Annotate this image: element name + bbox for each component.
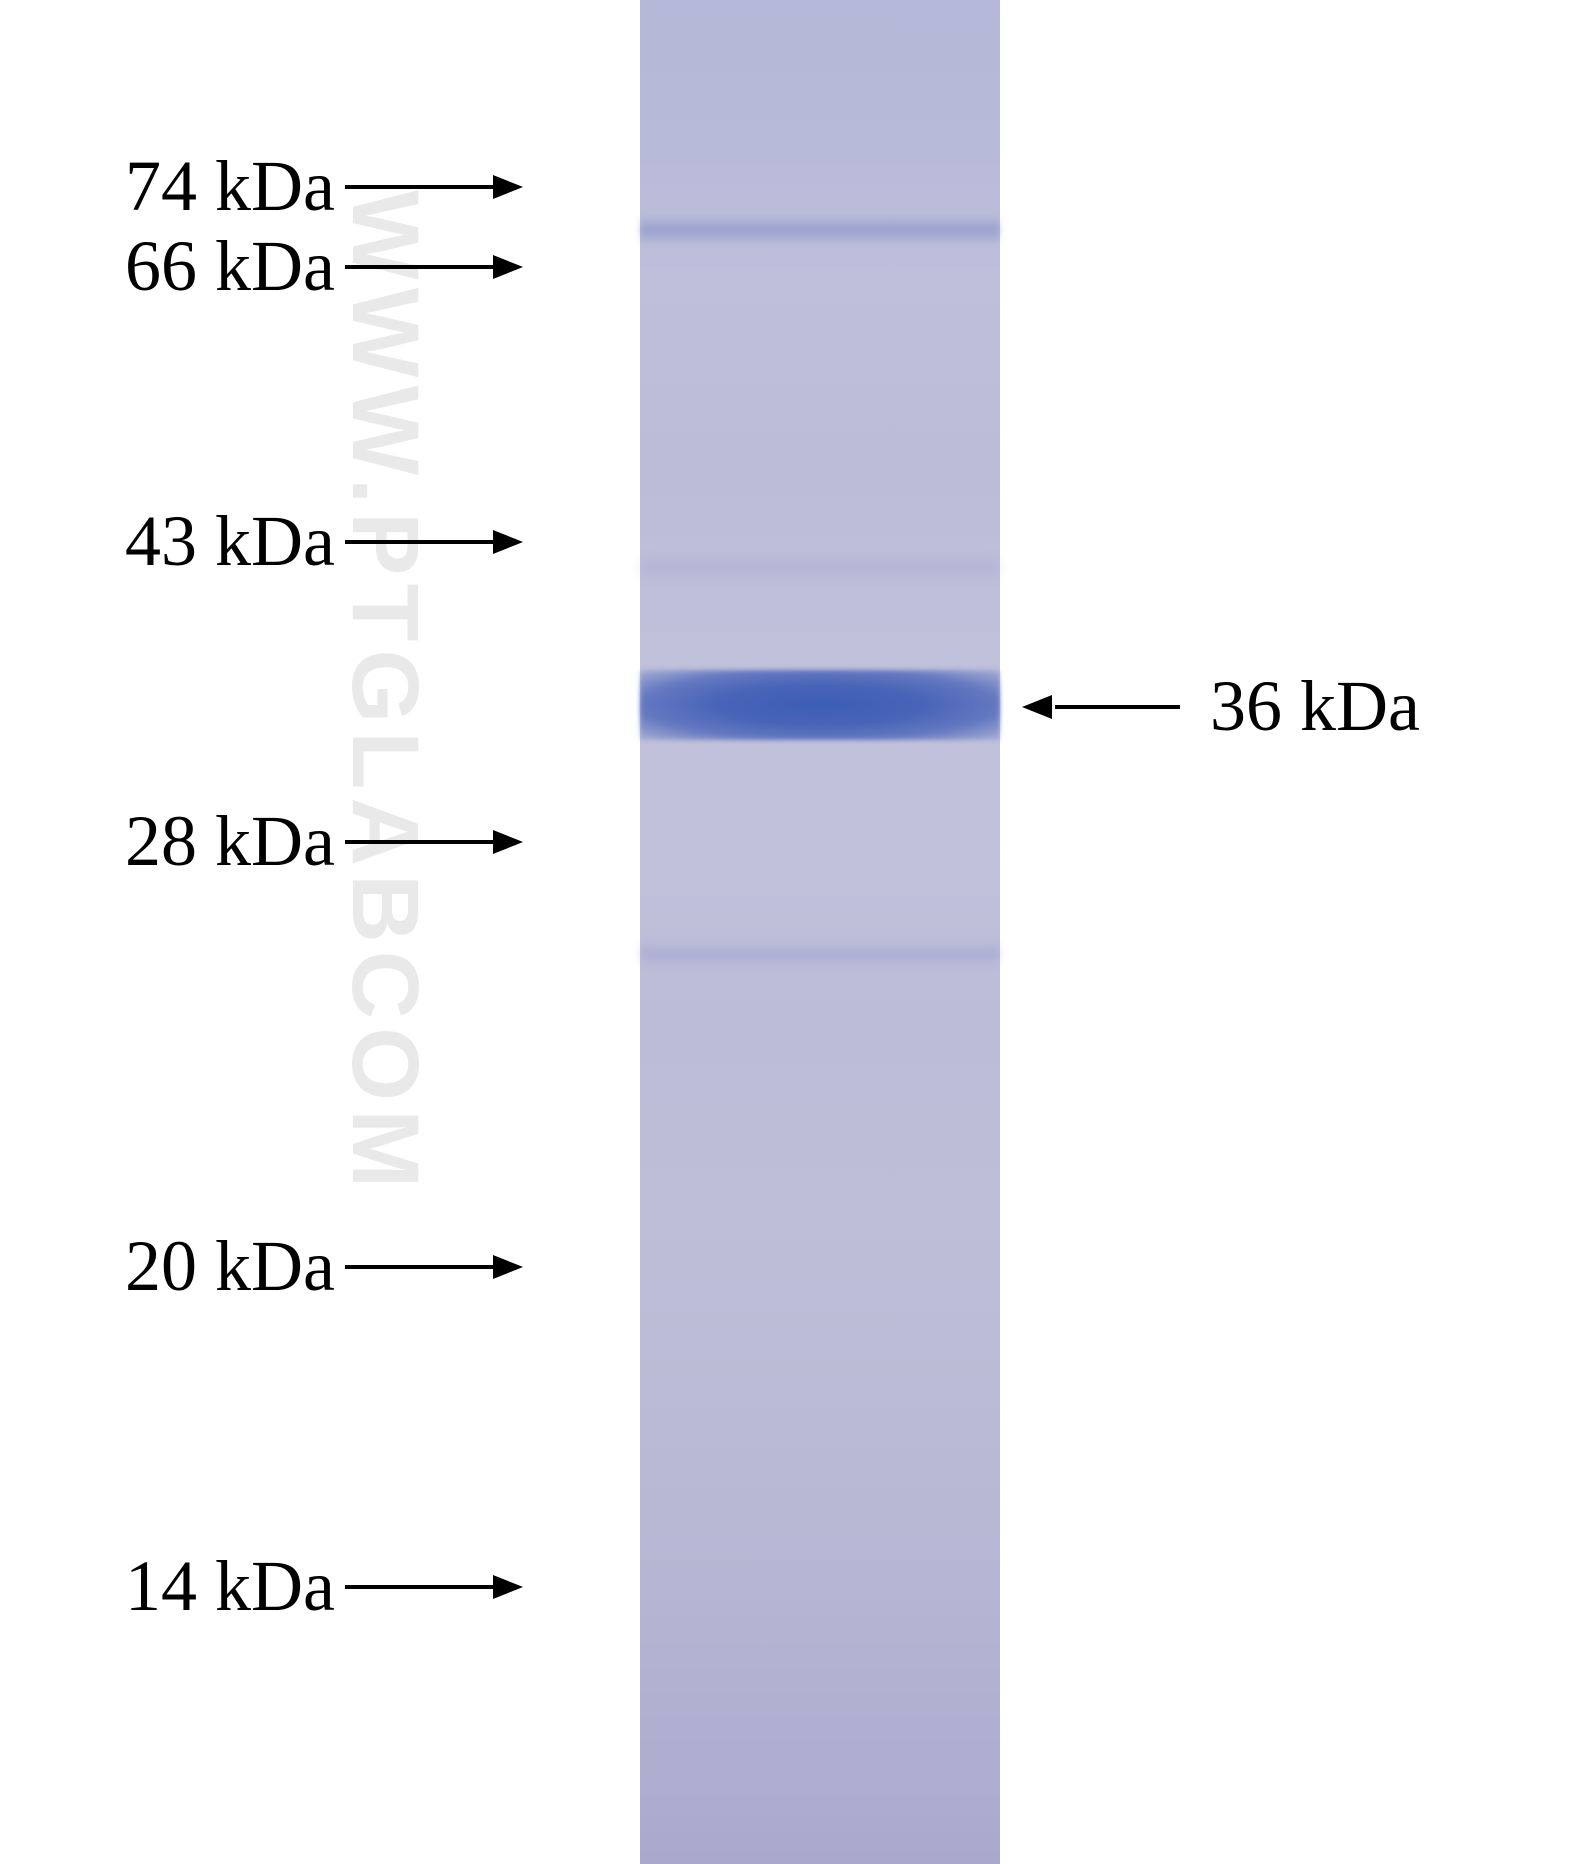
band-mid-faint [640,940,1000,968]
arrow-right-icon [335,822,525,862]
band-74kda [640,215,1000,245]
marker-66kda-label: 66 kDa [125,225,335,308]
gel-lane [640,0,1000,1864]
watermark-text: WWW.PTGLABCOM [332,190,438,1196]
band-43kda-faint [640,555,1000,580]
arrow-right-icon [335,167,525,207]
marker-14kda: 14 kDa [125,1545,525,1628]
marker-20kda: 20 kDa [125,1225,525,1308]
arrow-right-icon [335,1247,525,1287]
gel-figure: WWW.PTGLABCOM 74 kDa 66 kDa 43 kDa 28 kD… [0,0,1585,1864]
arrow-right-icon [335,522,525,562]
band-36kda-main [640,670,1000,740]
marker-20kda-label: 20 kDa [125,1225,335,1308]
marker-66kda: 66 kDa [125,225,525,308]
marker-74kda: 74 kDa [125,145,525,228]
arrow-right-icon [335,247,525,287]
marker-74kda-label: 74 kDa [125,145,335,228]
marker-14kda-label: 14 kDa [125,1545,335,1628]
target-marker-36kda: 36 kDa [1020,665,1420,748]
target-marker-label: 36 kDa [1210,665,1420,748]
marker-28kda: 28 kDa [125,800,525,883]
marker-28kda-label: 28 kDa [125,800,335,883]
arrow-right-icon [335,1567,525,1607]
marker-43kda-label: 43 kDa [125,500,335,583]
arrow-left-icon [1020,687,1190,727]
watermark: WWW.PTGLABCOM [330,190,439,1196]
marker-43kda: 43 kDa [125,500,525,583]
